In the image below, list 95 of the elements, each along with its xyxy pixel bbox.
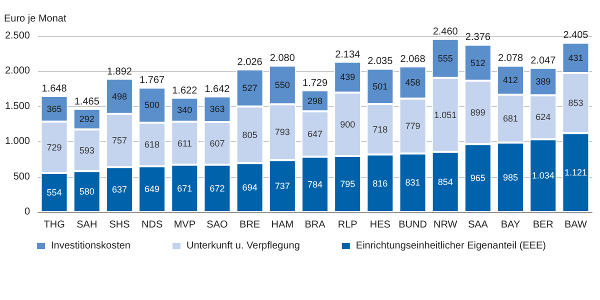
data-label: 340	[177, 104, 192, 115]
data-label: 618	[144, 140, 160, 150]
data-label: 779	[405, 121, 420, 132]
data-label: 795	[340, 179, 356, 190]
y-tick-label: 0	[24, 206, 30, 218]
x-tick-label: SHS	[109, 220, 130, 230]
x-tick-label: THG	[44, 220, 66, 230]
x-tick-label: BRE	[240, 220, 260, 230]
data-label: 389	[536, 76, 551, 87]
x-tick-label: SAH	[76, 220, 98, 230]
data-label: 607	[210, 138, 225, 148]
data-label: 593	[79, 145, 94, 156]
data-label: 611	[177, 138, 192, 148]
x-tick-label: NDS	[141, 220, 163, 230]
total-label: 2.047	[530, 55, 556, 66]
data-label: 1.034	[532, 170, 554, 181]
data-label: 624	[536, 112, 551, 122]
x-tick-label: BER	[532, 220, 554, 230]
data-label: 527	[242, 82, 258, 93]
data-label: 784	[307, 179, 323, 190]
total-label: 1.892	[106, 66, 132, 78]
x-tick-label: HES	[370, 220, 391, 230]
data-label: 439	[340, 72, 356, 82]
data-label: 647	[307, 129, 323, 140]
x-tick-label: BUND	[398, 220, 427, 230]
data-label: 816	[372, 178, 388, 188]
data-label: 292	[79, 114, 94, 124]
data-label: 412	[503, 75, 518, 86]
data-label: 899	[470, 107, 486, 118]
x-tick-label: SAA	[468, 220, 488, 230]
data-label: 458	[405, 78, 420, 88]
data-label: 498	[112, 91, 127, 102]
data-label: 831	[405, 178, 420, 188]
data-label: 737	[274, 181, 290, 192]
total-label: 2.134	[335, 49, 361, 60]
total-label: 2.035	[368, 56, 394, 68]
data-label: 555	[438, 53, 453, 64]
total-label: 2.026	[237, 56, 263, 68]
data-label: 431	[568, 52, 584, 63]
data-label: 681	[503, 114, 518, 124]
total-label: 1.729	[302, 78, 328, 89]
total-label: 1.767	[140, 75, 166, 86]
legend-label: Einrichtungseinheitlicher Eigenanteil (EEE)	[356, 240, 546, 252]
data-label: 550	[274, 80, 290, 90]
total-label: 1.622	[172, 85, 198, 96]
data-label: 1.051	[434, 110, 457, 120]
y-tick-label: 2.000	[4, 66, 30, 77]
total-label: 2.405	[563, 30, 589, 42]
y-tick-label: 500	[13, 171, 30, 182]
legend-label: Unterkunft u. Verpflegung	[186, 240, 300, 252]
data-label: 649	[144, 184, 160, 194]
x-tick-label: BRA	[304, 220, 326, 230]
data-label: 985	[503, 172, 518, 182]
y-tick-label: 1.500	[4, 100, 30, 112]
data-label: 729	[46, 142, 62, 152]
x-tick-label: HAM	[271, 220, 294, 230]
total-label: 2.376	[465, 32, 491, 44]
data-label: 805	[242, 130, 258, 140]
data-label: 757	[112, 136, 127, 146]
data-label: 298	[307, 96, 323, 106]
y-tick-label: 2.500	[4, 30, 30, 42]
data-label: 672	[210, 183, 225, 194]
data-label: 637	[112, 184, 127, 195]
data-label: 1.121	[564, 168, 587, 178]
x-tick-label: BAW	[564, 220, 588, 230]
data-label: 853	[568, 98, 584, 108]
y-axis-title: Euro je Monat	[4, 14, 66, 24]
data-label: 900	[340, 119, 356, 130]
total-label: 1.465	[74, 96, 100, 108]
data-label: 512	[470, 58, 486, 68]
data-label: 718	[372, 124, 388, 134]
x-tick-label: MVP	[174, 220, 196, 230]
data-label: 554	[46, 188, 62, 198]
y-tick-label: 1.000	[4, 136, 30, 148]
total-label: 1.648	[42, 83, 68, 94]
x-tick-label: RLP	[338, 220, 358, 230]
data-label: 694	[242, 182, 258, 193]
total-label: 2.080	[270, 53, 296, 64]
data-label: 965	[470, 173, 486, 184]
x-tick-label: SAO	[206, 220, 228, 230]
x-tick-label: BAY	[500, 220, 520, 230]
x-tick-label: NRW	[434, 220, 458, 230]
data-label: 365	[46, 104, 62, 114]
data-label: 793	[274, 127, 290, 138]
data-label: 671	[177, 183, 192, 194]
data-label: 501	[372, 81, 388, 92]
total-label: 2.460	[432, 26, 458, 38]
legend-label: Investitionskosten	[51, 240, 130, 252]
total-label: 2.078	[498, 53, 524, 64]
total-label: 1.642	[204, 84, 230, 95]
total-label: 2.068	[400, 54, 426, 65]
data-label: 500	[144, 100, 160, 110]
data-label: 854	[438, 176, 453, 187]
data-label: 363	[210, 104, 225, 114]
data-label: 580	[79, 186, 94, 197]
